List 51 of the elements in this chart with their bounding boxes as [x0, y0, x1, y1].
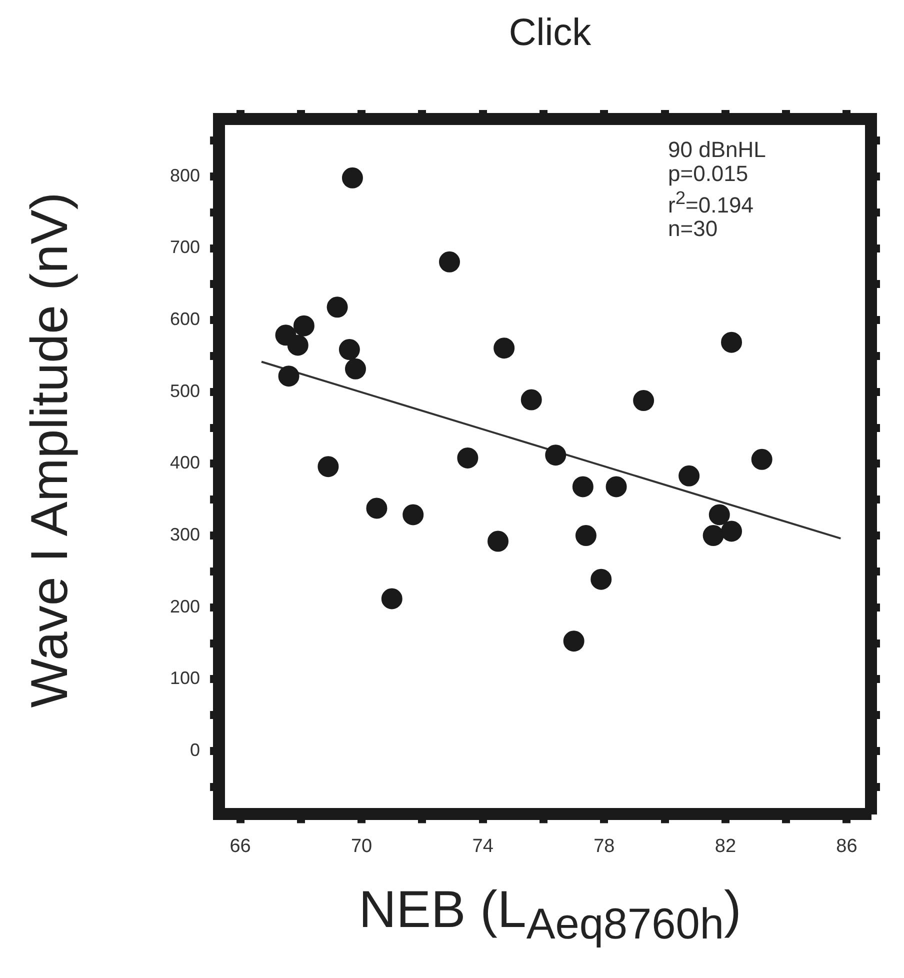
point [293, 315, 314, 336]
x-axis-title: NEB (L$_{Aeq8760h}$) [358, 880, 742, 950]
x-tick-label: 82 [714, 836, 736, 857]
y-tick-label: 200 [170, 596, 200, 616]
point [678, 465, 700, 486]
point [342, 167, 363, 188]
y-tick-label: 100 [170, 668, 200, 688]
point [366, 498, 388, 519]
point [438, 251, 460, 272]
y-tick-label: 300 [170, 524, 200, 545]
point [572, 476, 594, 498]
annotation: 90 dBnHL [668, 137, 766, 162]
y-tick-label: 700 [170, 237, 200, 258]
point [381, 588, 402, 610]
point [494, 338, 515, 359]
x-tick-label: 78 [594, 836, 615, 857]
point [318, 456, 339, 478]
point [606, 476, 627, 498]
y-tick-label: 0 [190, 740, 200, 760]
y-axis-title: Wave I Amplitude (nV) [20, 191, 80, 710]
point [708, 504, 730, 526]
annotation: p=0.015 [668, 161, 750, 186]
y-tick-label: 600 [170, 309, 200, 330]
annotation: r$^{2}$=0.194 [668, 186, 754, 218]
point [721, 520, 742, 542]
point [488, 530, 509, 552]
y-tick-label: 500 [170, 380, 200, 401]
y-tick-label: 400 [170, 452, 200, 473]
x-tick-label: 66 [230, 836, 251, 857]
chart-title: Click [508, 12, 592, 55]
point [520, 389, 542, 410]
point [338, 339, 360, 360]
point [563, 630, 584, 652]
annotation: n=30 [668, 216, 719, 242]
point [278, 366, 300, 387]
point [326, 296, 348, 318]
point [575, 525, 596, 546]
point [545, 444, 566, 466]
x-tick-label: 70 [350, 836, 372, 857]
x-tick-label: 74 [472, 836, 494, 857]
point [633, 390, 654, 412]
point [344, 358, 366, 380]
point [287, 334, 308, 356]
point [721, 332, 742, 353]
point [751, 448, 772, 470]
point [402, 504, 424, 526]
x-tick-label: 86 [836, 836, 858, 857]
point [702, 525, 724, 546]
point [457, 447, 478, 468]
point [590, 568, 612, 590]
y-tick-label: 800 [170, 165, 200, 186]
